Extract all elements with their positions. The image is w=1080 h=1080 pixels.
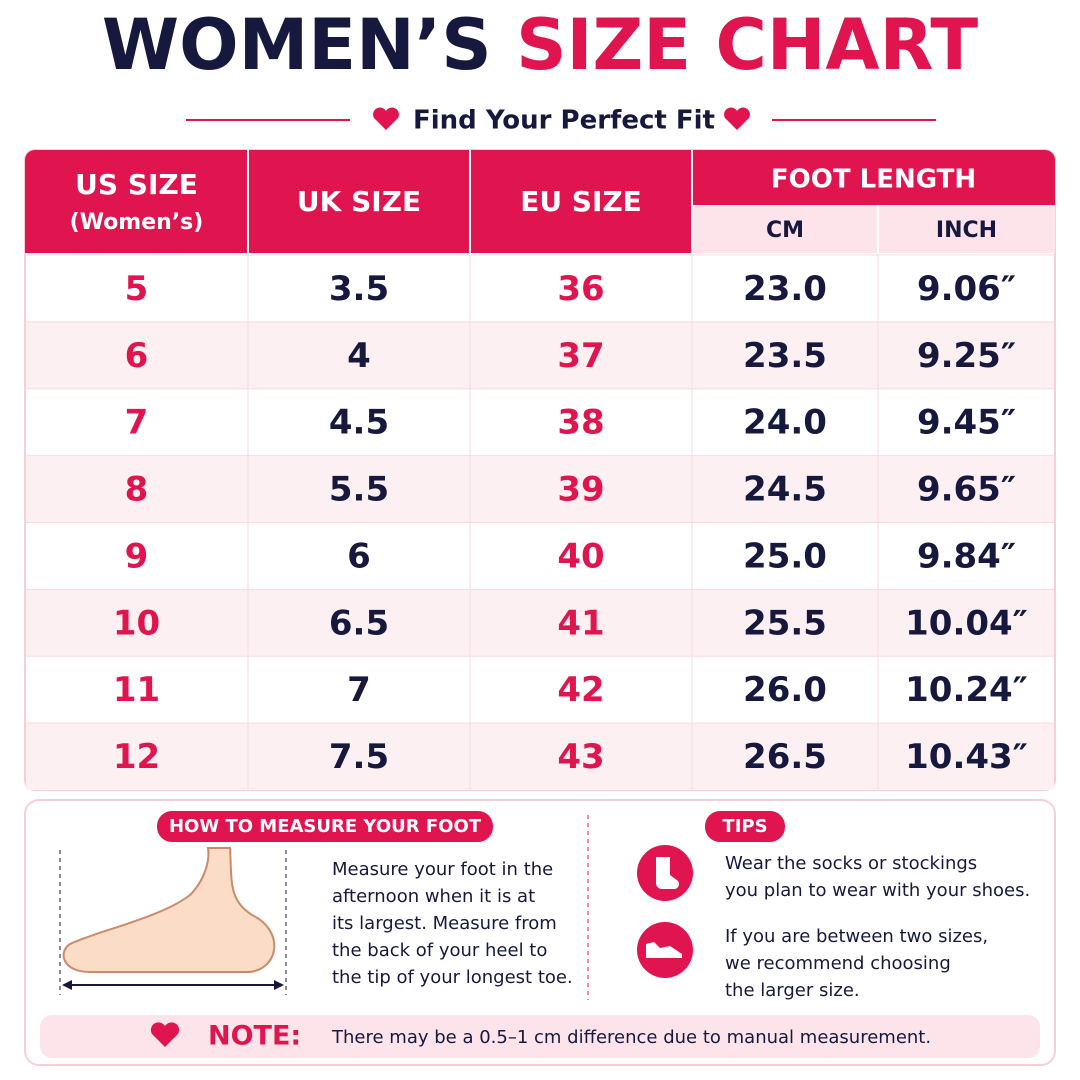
table-cell: 9.06″ (917, 269, 1016, 309)
subcolumn-header: CM (766, 218, 804, 243)
heart (724, 107, 750, 130)
subcolumn-header: INCH (936, 218, 997, 243)
table-cell: 5.5 (329, 470, 389, 510)
size-table: US SIZE (Women’s) UK SIZE EU SIZE FOOT LENGT… (24, 149, 1056, 791)
table-cell: 8 (125, 470, 149, 510)
tip-line: we recommend choosing (725, 953, 951, 974)
table-cell: 36 (557, 269, 604, 309)
table-row (26, 255, 1054, 322)
tips-pill (705, 811, 785, 842)
table-row (26, 589, 1054, 657)
note-label: NOTE: (208, 1021, 301, 1052)
table-cell: 10.43″ (905, 737, 1028, 777)
table-cell: 23.0 (743, 269, 827, 309)
tip-line: Wear the socks or stockings (725, 853, 977, 874)
heart (150, 1022, 180, 1047)
table-cell: 10.04″ (905, 603, 1028, 643)
sock (656, 857, 680, 889)
table-cell: 10 (113, 603, 160, 643)
table-row (26, 321, 1054, 389)
table-cell: 42 (557, 670, 604, 710)
table-cell: 6 (347, 536, 371, 576)
column-header: UK SIZE (297, 185, 421, 218)
table-cell: 3.5 (329, 269, 389, 309)
table-cell: 9.65″ (917, 470, 1016, 510)
measure-pill (157, 811, 493, 842)
table-row (26, 455, 1054, 523)
tips-label: TIPS (722, 816, 767, 837)
measure-line: the tip of your longest toe. (332, 967, 573, 988)
table-cell: 39 (557, 470, 604, 510)
measure-line: Measure your foot in the (332, 859, 553, 880)
title-pink: SIZE CHART (516, 4, 978, 86)
table-cell: 37 (557, 336, 604, 376)
table-cell: 26.0 (743, 670, 827, 710)
table-cell: 12 (113, 737, 160, 777)
measure-label: HOW TO MEASURE YOUR FOOT (169, 816, 482, 837)
info-panel (24, 799, 1056, 1066)
table-cell: 7.5 (329, 737, 389, 777)
table-row (26, 522, 1054, 590)
table-cell: 25.0 (743, 536, 827, 576)
column-note: (Women’s) (70, 210, 204, 235)
table-cell: 7 (347, 670, 371, 710)
title-dark: WOMEN’S (102, 4, 492, 86)
table-row (26, 723, 1054, 790)
table-row (26, 656, 1054, 724)
tip-line: If you are between two sizes, (725, 926, 988, 947)
column-header: EU SIZE (520, 185, 642, 218)
tip-line: the larger size. (725, 980, 860, 1001)
table-cell: 9.84″ (917, 536, 1016, 576)
subtitle: Find Your Perfect Fit (413, 106, 715, 136)
table-cell: 11 (113, 670, 160, 710)
column-header: US SIZE (75, 168, 198, 201)
heart (373, 107, 399, 130)
measure-line: afternoon when it is at (332, 886, 535, 907)
table-cell: 41 (557, 603, 604, 643)
table-cell: 26.5 (743, 737, 827, 777)
table-cell: 23.5 (743, 336, 827, 376)
table-header (25, 150, 1055, 253)
table-cell: 9.25″ (917, 336, 1016, 376)
table-cell: 24.0 (743, 403, 827, 443)
table-cell: 6 (125, 336, 149, 376)
table-cell: 6.5 (329, 603, 389, 643)
table-cell: 25.5 (743, 603, 827, 643)
title: WOMEN’S SIZE CHART (102, 4, 978, 86)
subheader (692, 205, 1055, 253)
table-cell: 9 (125, 536, 149, 576)
shoe (646, 942, 682, 958)
table-cell: 38 (557, 403, 604, 443)
table-cell: 7 (125, 403, 149, 443)
measure-text: Measure your foot in the afternoon when i… (332, 859, 573, 988)
foot-illustration (62, 847, 276, 973)
tip-line: you plan to wear with your shoes. (725, 880, 1030, 901)
note-bar (40, 1015, 1040, 1058)
table-cell: 4 (347, 336, 371, 376)
table-cell: 10.24″ (905, 670, 1028, 710)
note-text: There may be a 0.5–1 cm difference due t… (331, 1027, 931, 1048)
table-cell: 5 (125, 269, 149, 309)
table-cell: 24.5 (743, 470, 827, 510)
column-header: FOOT LENGTH (771, 165, 976, 195)
table-cell: 9.45″ (917, 403, 1016, 443)
table-cell: 43 (557, 737, 604, 777)
measure-line: the back of your heel to (332, 940, 547, 961)
tips-text: Wear the socks or stockings you plan to w… (725, 853, 1030, 1001)
table-cell: 40 (557, 536, 604, 576)
table-cell: 4.5 (329, 403, 389, 443)
table-row (26, 388, 1054, 456)
measure-line: its largest. Measure from (332, 913, 557, 934)
